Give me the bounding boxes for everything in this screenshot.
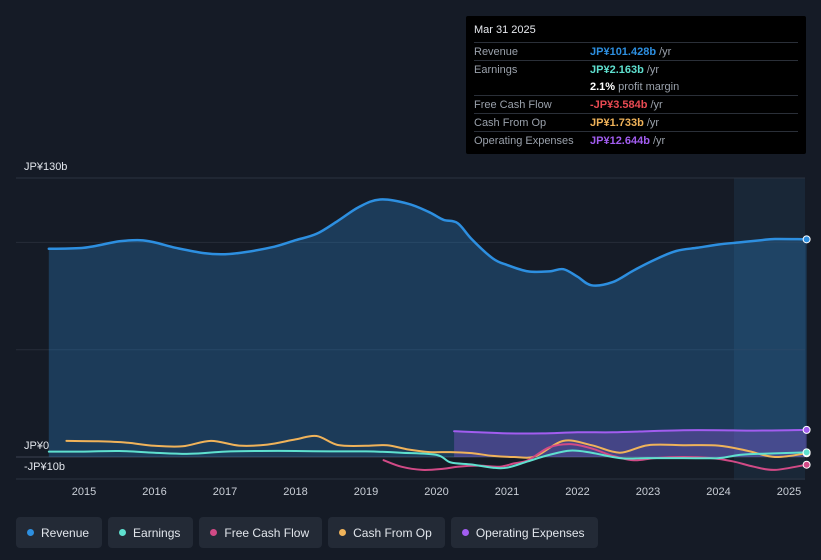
tooltip-panel: Mar 31 2025 Revenue JP¥101.428b/yr Earning…: [466, 16, 806, 154]
legend-label: Earnings: [133, 525, 181, 540]
legend-dot-icon: [210, 529, 218, 536]
operating-expenses-endpoint: [802, 425, 811, 434]
x-tick-label: 2025: [777, 486, 801, 498]
revenue-line: [47, 198, 808, 287]
tooltip-row: Cash From Op JP¥1.733b/yr: [474, 113, 798, 131]
tooltip-date: Mar 31 2025: [474, 24, 536, 36]
gridlines: [16, 177, 805, 480]
tooltip-row: Free Cash Flow -JP¥3.584b/yr: [474, 95, 798, 113]
operating-expenses-line: [453, 428, 808, 435]
tooltip-row-label: Cash From Op: [474, 116, 547, 129]
x-tick-label: 2018: [283, 486, 307, 498]
legend-dot-icon: [461, 529, 469, 536]
tooltip-row: 2.1% profit margin: [474, 78, 798, 95]
free-cash-flow-endpoint: [802, 460, 811, 469]
legend-item-revenue[interactable]: Revenue: [16, 517, 103, 548]
tooltip-row-label: Earnings: [474, 63, 518, 76]
tooltip-row-value: 2.1%: [590, 80, 616, 93]
x-tick-label: 2017: [213, 486, 237, 498]
free-cash-flow-line: [382, 443, 808, 471]
legend-label: Revenue: [41, 525, 90, 540]
legend-dot-icon: [119, 529, 127, 536]
tooltip-row: Earnings JP¥2.163b/yr: [474, 60, 798, 78]
cash-from-op-line: [65, 434, 808, 459]
tooltip-row-value: JP¥2.163b: [590, 63, 644, 76]
series-lines: [47, 198, 808, 471]
series-endpoints: [802, 235, 811, 469]
tooltip-row-unit: /yr: [652, 134, 666, 147]
tooltip-row-unit: /yr: [646, 116, 660, 129]
tooltip-row-label: Free Cash Flow: [474, 98, 552, 111]
tooltip-row: Operating Expenses JP¥12.644b/yr: [474, 131, 798, 149]
series-areas: [48, 199, 807, 457]
x-tick-label: 2015: [72, 486, 96, 498]
x-tick-label: 2023: [636, 486, 660, 498]
chart-legend: Revenue Earnings Free Cash Flow Cash From O…: [16, 517, 598, 548]
tooltip-row-unit: /yr: [646, 63, 660, 76]
legend-item-free-cash-flow[interactable]: Free Cash Flow: [199, 517, 323, 548]
y-tick-label: -JP¥10b: [24, 461, 65, 473]
legend-item-operating-expenses[interactable]: Operating Expenses: [450, 517, 598, 548]
earnings-line: [47, 449, 808, 470]
financials-chart: 2015 2016 2017 2018 2019 2020 2021 2022 2023 2024…: [16, 161, 811, 498]
y-axis-labels: JP¥130b JP¥0 -JP¥10b: [24, 161, 67, 473]
y-tick-label: JP¥130b: [24, 161, 67, 173]
tooltip-rows: Revenue JP¥101.428b/yr Earnings JP¥2.163b/y…: [474, 42, 798, 149]
x-tick-label: 2020: [424, 486, 448, 498]
legend-item-earnings[interactable]: Earnings: [108, 517, 194, 548]
y-tick-label: JP¥0: [24, 440, 49, 452]
revenue-area: [48, 199, 807, 457]
legend-label: Cash From Op: [353, 525, 432, 540]
tooltip-row-value: JP¥1.733b: [590, 116, 644, 129]
tooltip-row-label: Operating Expenses: [474, 134, 574, 147]
tooltip-row-value: -JP¥3.584b: [590, 98, 648, 111]
tooltip-row-unit: /yr: [659, 45, 672, 58]
earnings-endpoint: [802, 448, 811, 457]
x-tick-label: 2022: [565, 486, 589, 498]
tooltip-row-label: Revenue: [474, 45, 519, 58]
legend-label: Free Cash Flow: [224, 525, 310, 540]
tooltip-row-unit: /yr: [650, 98, 663, 111]
tooltip-row-value: JP¥101.428b: [590, 45, 657, 58]
legend-item-cash-from-op[interactable]: Cash From Op: [328, 517, 445, 548]
x-tick-label: 2021: [495, 486, 519, 498]
x-tick-label: 2024: [706, 486, 730, 498]
x-tick-label: 2016: [142, 486, 166, 498]
revenue-endpoint: [802, 235, 811, 244]
tooltip-row: Revenue JP¥101.428b/yr: [474, 42, 798, 60]
tooltip-row-value: JP¥12.644b: [590, 134, 650, 147]
x-tick-label: 2019: [354, 486, 378, 498]
axis-ticks: 2015 2016 2017 2018 2019 2020 2021 2022 2023 2024…: [72, 486, 801, 498]
legend-label: Operating Expenses: [475, 525, 585, 540]
legend-dot-icon: [27, 529, 34, 536]
tooltip-row-unit: profit margin: [618, 80, 680, 93]
legend-dot-icon: [339, 529, 347, 536]
